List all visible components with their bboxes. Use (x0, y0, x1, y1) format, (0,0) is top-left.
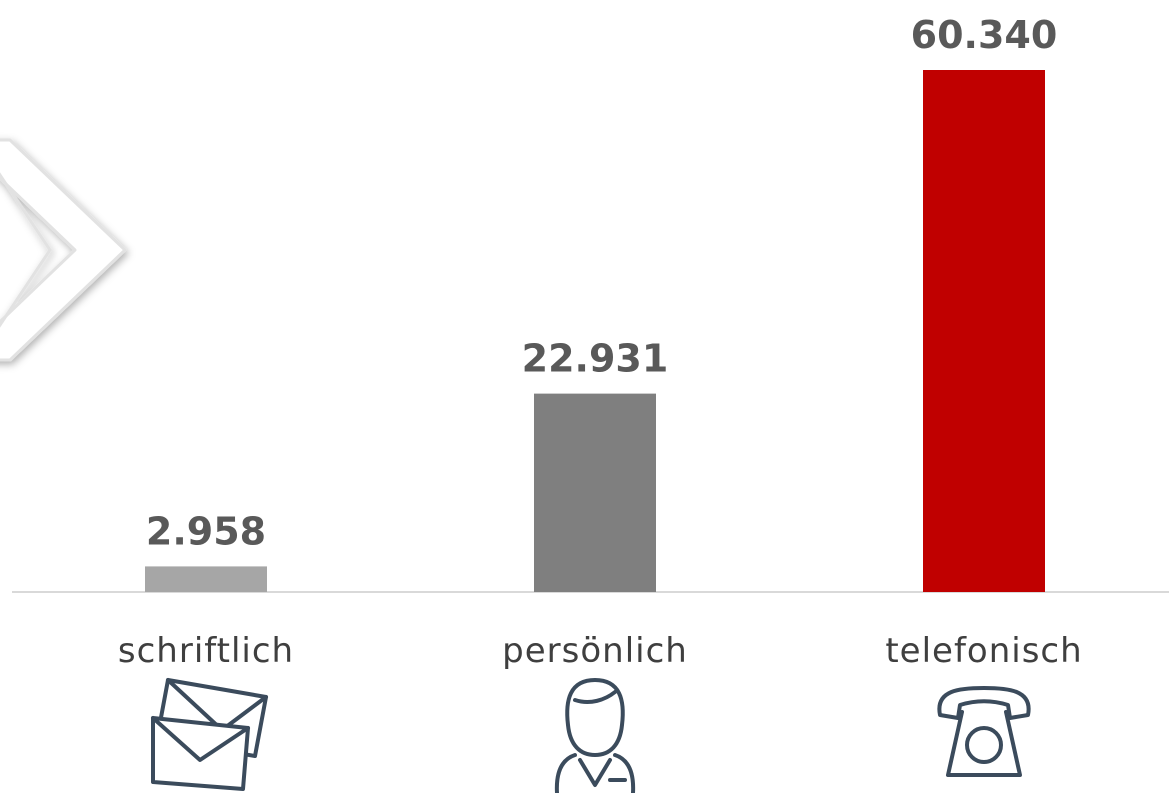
chevron-decoration (0, 138, 127, 362)
value-label: 60.340 (911, 13, 1058, 57)
bar (534, 393, 656, 592)
bar (923, 70, 1045, 592)
category-label: schriftlich (118, 631, 294, 671)
icon-letters (151, 678, 268, 791)
bar (145, 566, 267, 592)
icon-person (554, 678, 636, 793)
value-label: 2.958 (146, 509, 266, 553)
icon-phone (937, 686, 1031, 777)
category-label: telefonisch (885, 631, 1082, 671)
category-label: persönlich (502, 631, 688, 671)
value-label: 22.931 (522, 337, 669, 381)
